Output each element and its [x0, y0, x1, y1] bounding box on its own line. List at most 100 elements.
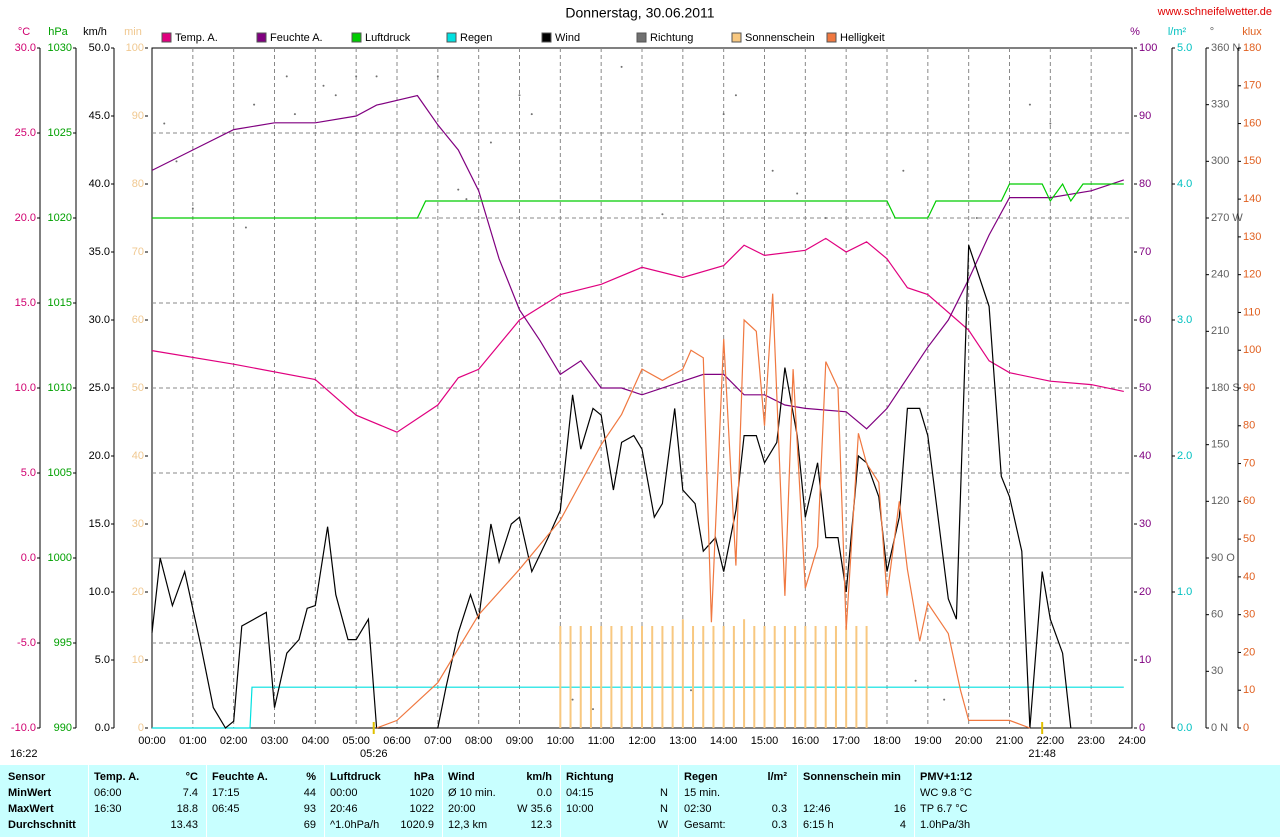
cell-time: Ø 10 min. [448, 787, 496, 799]
x-tick-label: 12:00 [628, 735, 656, 747]
y-tick-label: 30 [132, 518, 144, 530]
y-tick-label: 30.0 [15, 42, 36, 54]
y-tick-label: 20 [1243, 646, 1255, 658]
x-tick-label: 00:00 [138, 735, 166, 747]
y-tick-label: 1.0 [1177, 586, 1192, 598]
x-tick-label: 03:00 [261, 735, 289, 747]
column-separator [560, 765, 561, 837]
cell-value: W 35.6 [517, 803, 552, 815]
y-tick-label: 30 [1211, 665, 1223, 677]
y-tick-label: 60 [1211, 609, 1223, 621]
y-tick-label: 180 S [1211, 382, 1240, 394]
legend-swatch [446, 32, 457, 43]
sunshine-bar [722, 626, 725, 728]
sunshine-bar [681, 619, 684, 728]
y-tick-label: 0 [138, 722, 144, 734]
cell-time: 10:00 [566, 803, 594, 815]
direction-point [465, 198, 468, 201]
y-tick-label: 80 [1139, 178, 1151, 190]
column-title: Temp. A. [94, 771, 140, 783]
cell-value: 69 [303, 819, 316, 831]
axis-unit: % [1130, 26, 1140, 38]
sunshine-bar [834, 626, 837, 728]
y-tick-label: 1015 [48, 297, 72, 309]
column-separator [797, 765, 798, 837]
row-label: Durchschnitt [8, 819, 76, 831]
cell-value: N [660, 803, 668, 815]
x-tick-label: 11:00 [588, 735, 615, 747]
x-tick-label: 17:00 [832, 735, 860, 747]
y-tick-label: 90 [132, 110, 144, 122]
y-tick-label: 1000 [48, 552, 72, 564]
sunshine-bar [620, 626, 623, 728]
y-tick-label: 20.0 [89, 450, 110, 462]
series-line [152, 182, 1124, 219]
sunshine-bar [804, 626, 807, 728]
column-title: Feuchte A. [212, 771, 268, 783]
source: www.schneifelwetter.de [1157, 6, 1272, 18]
y-tick-label: 1025 [48, 127, 72, 139]
sunshine-bar [589, 626, 592, 728]
direction-point [244, 226, 247, 229]
direction-point [375, 75, 378, 78]
direction-point [175, 160, 178, 163]
direction-point [334, 94, 337, 97]
x-tick-label: 02:00 [220, 735, 248, 747]
column-unit: % [306, 771, 316, 783]
direction-point [914, 679, 917, 682]
sunshine-bar [579, 626, 582, 728]
cell-value: 0.3 [771, 803, 787, 815]
direction-point [518, 94, 521, 97]
y-tick-label: 130 [1243, 231, 1261, 243]
cell-value: W [657, 819, 668, 831]
y-tick-label: 110 [1243, 306, 1261, 318]
sunshine-bar [814, 626, 817, 728]
cell-value: 13.43 [170, 819, 198, 831]
y-tick-label: 15.0 [15, 297, 36, 309]
legend-swatch [636, 32, 647, 43]
y-tick-label: 270 W [1211, 212, 1243, 224]
sunshine-bar [824, 626, 827, 728]
cell-time: Gesamt: [684, 819, 726, 831]
y-tick-label: 40 [1139, 450, 1151, 462]
y-tick-label: 10.0 [89, 586, 110, 598]
y-tick-label: -10.0 [11, 722, 36, 734]
y-tick-label: 25.0 [89, 382, 110, 394]
y-tick-label: 4.0 [1177, 178, 1192, 190]
x-tick-label: 08:00 [465, 735, 493, 747]
corner-time: 16:22 [10, 748, 38, 760]
y-tick-label: 100 [126, 42, 144, 54]
direction-point [571, 698, 574, 701]
legend-label: Wind [555, 32, 580, 44]
y-tick-label: 990 [54, 722, 72, 734]
sunshine-bar [661, 626, 664, 728]
y-tick-label: 70 [1139, 246, 1151, 258]
column-title: Luftdruck [330, 771, 381, 783]
chart: Donnerstag, 30.06.2011 www.schneifelwett… [10, 5, 1272, 760]
axis-unit: ° [1210, 26, 1214, 38]
y-tick-label: 160 [1243, 117, 1261, 129]
series-line [152, 686, 1124, 729]
direction-point [902, 169, 905, 172]
legend-label: Helligkeit [840, 32, 885, 44]
axis-unit: km/h [83, 26, 107, 38]
y-tick-label: 360 N [1211, 42, 1240, 54]
cell-value: 1022 [409, 803, 434, 815]
x-tick-label: 16:00 [792, 735, 820, 747]
legend-swatch [256, 32, 267, 43]
legend-label: Luftdruck [365, 32, 411, 44]
sunshine-bar [600, 626, 603, 728]
y-tick-label: 150 [1211, 439, 1229, 451]
column-title: Sensor [8, 771, 46, 783]
sunshine-bar [641, 626, 643, 728]
cell-time: TP 6.7 °C [920, 803, 968, 815]
cell-time: 6:15 h [803, 819, 834, 831]
cell-time: 20:00 [448, 803, 476, 815]
direction-point [1049, 122, 1052, 125]
column-unit: °C [185, 771, 198, 783]
x-tick-label: 14:00 [710, 735, 738, 747]
direction-point [489, 141, 492, 144]
y-tick-label: 15.0 [89, 518, 110, 530]
y-tick-label: 5.0 [1177, 42, 1192, 54]
